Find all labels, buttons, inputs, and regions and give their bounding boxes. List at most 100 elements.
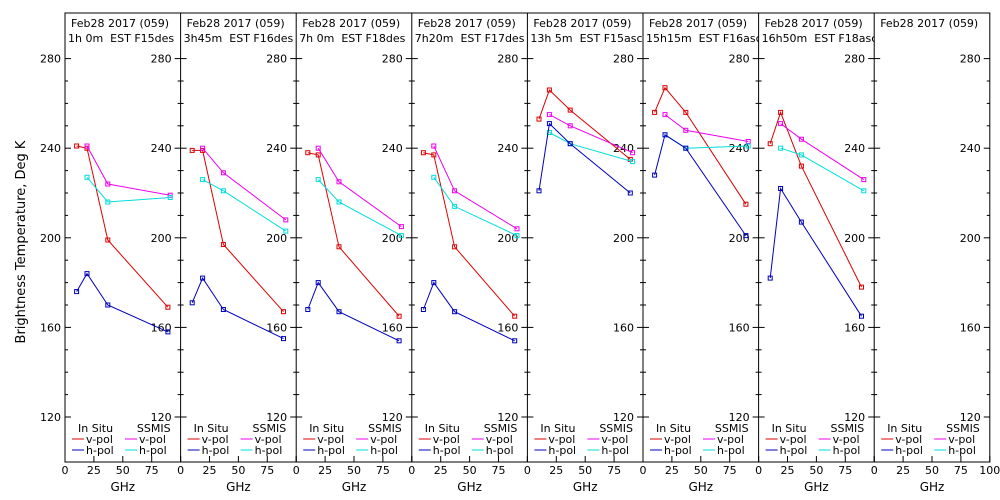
- insitu-vpol-point: [105, 237, 111, 243]
- y-tick-label: 280: [266, 53, 287, 66]
- ssmis-vpol-line: [317, 147, 402, 228]
- y-tick-label: 120: [40, 411, 61, 424]
- x-tick-label: 50: [925, 464, 939, 477]
- x-axis-label: GHz: [226, 480, 251, 494]
- x-axis-label: GHz: [457, 480, 482, 494]
- y-tick-label: 280: [40, 53, 61, 66]
- legend-label: h-pol: [370, 444, 398, 457]
- legend-label: h-pol: [780, 444, 808, 457]
- legend-label: h-pol: [948, 444, 976, 457]
- ssmis-vpol-point: [514, 226, 520, 232]
- legend-label: v-pol: [486, 433, 513, 446]
- ssmis-vpol-point: [861, 177, 867, 183]
- x-tick-label: 75: [607, 464, 621, 477]
- legend-insitu-title: In Situ: [772, 422, 807, 435]
- ssmis-hpol-line: [202, 179, 287, 232]
- x-tick-label: 50: [463, 464, 477, 477]
- legend-label: v-pol: [255, 433, 282, 446]
- insitu-hpol-point: [767, 275, 773, 281]
- insitu-hpol-point: [84, 271, 90, 277]
- y-tick-label: 160: [729, 321, 750, 334]
- y-tick-label: 240: [844, 142, 865, 155]
- panel-date: Feb28 2017 (059): [649, 17, 747, 30]
- x-tick-label: 50: [809, 464, 823, 477]
- ssmis-vpol-line: [86, 145, 171, 196]
- legend-label: v-pol: [202, 433, 229, 446]
- y-tick-label: 120: [844, 411, 865, 424]
- panel-time: 15h15m EST F16asc: [646, 32, 762, 45]
- x-tick-label: 0: [177, 464, 184, 477]
- panel-date: Feb28 2017 (059): [533, 17, 631, 30]
- y-tick-label: 280: [382, 53, 403, 66]
- insitu-vpol-point: [683, 109, 689, 115]
- insitu-hpol-line: [538, 122, 631, 194]
- insitu-hpol-point: [431, 280, 437, 286]
- legend-label: v-pol: [433, 433, 460, 446]
- y-tick-label: 200: [382, 232, 403, 245]
- insitu-vpol-line: [769, 110, 862, 288]
- insitu-vpol-line: [654, 86, 747, 205]
- insitu-hpol-point: [336, 309, 342, 315]
- ssmis-hpol-point: [315, 177, 321, 183]
- legend-label: h-pol: [601, 444, 629, 457]
- ssmis-vpol-point: [452, 188, 458, 194]
- x-tick-label: 0: [524, 464, 531, 477]
- y-tick-label: 240: [729, 142, 750, 155]
- legend-insitu-title: In Situ: [656, 422, 691, 435]
- legend-insitu-title: In Situ: [887, 422, 922, 435]
- insitu-vpol-point: [743, 201, 749, 207]
- ssmis-hpol-point: [630, 159, 636, 165]
- insitu-vpol-point: [305, 150, 311, 156]
- ssmis-vpol-point: [336, 179, 342, 185]
- ssmis-vpol-point: [567, 123, 573, 129]
- ssmis-vpol-point: [431, 143, 437, 149]
- insitu-hpol-point: [220, 307, 226, 312]
- legend-insitu-title: In Situ: [78, 422, 113, 435]
- panel-time: 13h 5m EST F15asc: [530, 32, 642, 45]
- y-tick-label: 120: [497, 411, 518, 424]
- legend-insitu-title: In Situ: [425, 422, 460, 435]
- legend-label: h-pol: [486, 444, 514, 457]
- x-tick-label: 50: [347, 464, 361, 477]
- ssmis-vpol-line: [780, 123, 865, 181]
- y-tick-label: 160: [266, 321, 287, 334]
- insitu-vpol-point: [778, 109, 784, 115]
- panel-1: 120 120 160 160 200 200 240 240 280 280 0 25 50 75 GHz…: [40, 17, 182, 494]
- legend-label: v-pol: [833, 433, 860, 446]
- insitu-hpol-point: [567, 141, 573, 147]
- x-tick-label: 25: [781, 464, 795, 477]
- insitu-vpol-point: [767, 141, 773, 147]
- panel-2: 120 160 200 240 280 0 25 50 75 GHz Feb28 2017 (059…: [177, 13, 297, 494]
- insitu-hpol-point: [315, 280, 321, 286]
- y-tick-label: 120: [151, 411, 172, 424]
- x-tick-label: 75: [954, 464, 968, 477]
- ssmis-vpol-point: [283, 217, 289, 223]
- y-tick-label: 280: [151, 53, 172, 66]
- y-tick-label: 280: [729, 53, 750, 66]
- x-tick-label: 50: [578, 464, 592, 477]
- insitu-vpol-point: [74, 143, 80, 149]
- panel-time: 16h50m EST F18asc: [762, 32, 878, 45]
- x-axis-label: GHz: [573, 480, 598, 494]
- ssmis-hpol-point: [84, 174, 90, 180]
- legend-label: h-pol: [139, 444, 167, 457]
- y-tick-label: 120: [382, 411, 403, 424]
- y-tick-label: 120: [960, 411, 981, 424]
- legend-label: v-pol: [664, 433, 691, 446]
- panel-date: Feb28 2017 (059): [418, 17, 516, 30]
- legend-ssmis-title: SSMIS: [946, 422, 980, 435]
- insitu-vpol-point: [336, 244, 342, 250]
- y-tick-label: 240: [960, 142, 981, 155]
- insitu-vpol-point: [859, 284, 864, 290]
- x-tick-label: 0: [293, 464, 300, 477]
- x-tick-label: 75: [260, 464, 274, 477]
- insitu-vpol-line: [76, 145, 169, 308]
- y-tick-label: 160: [960, 321, 981, 334]
- panel-date: Feb28 2017 (059): [71, 17, 169, 30]
- insitu-hpol-line: [191, 277, 284, 340]
- y-tick-label: 280: [497, 53, 518, 66]
- ssmis-hpol-line: [780, 147, 865, 192]
- legend-ssmis-title: SSMIS: [253, 422, 287, 435]
- x-tick-label: 75: [145, 464, 159, 477]
- insitu-vpol-line: [423, 152, 516, 317]
